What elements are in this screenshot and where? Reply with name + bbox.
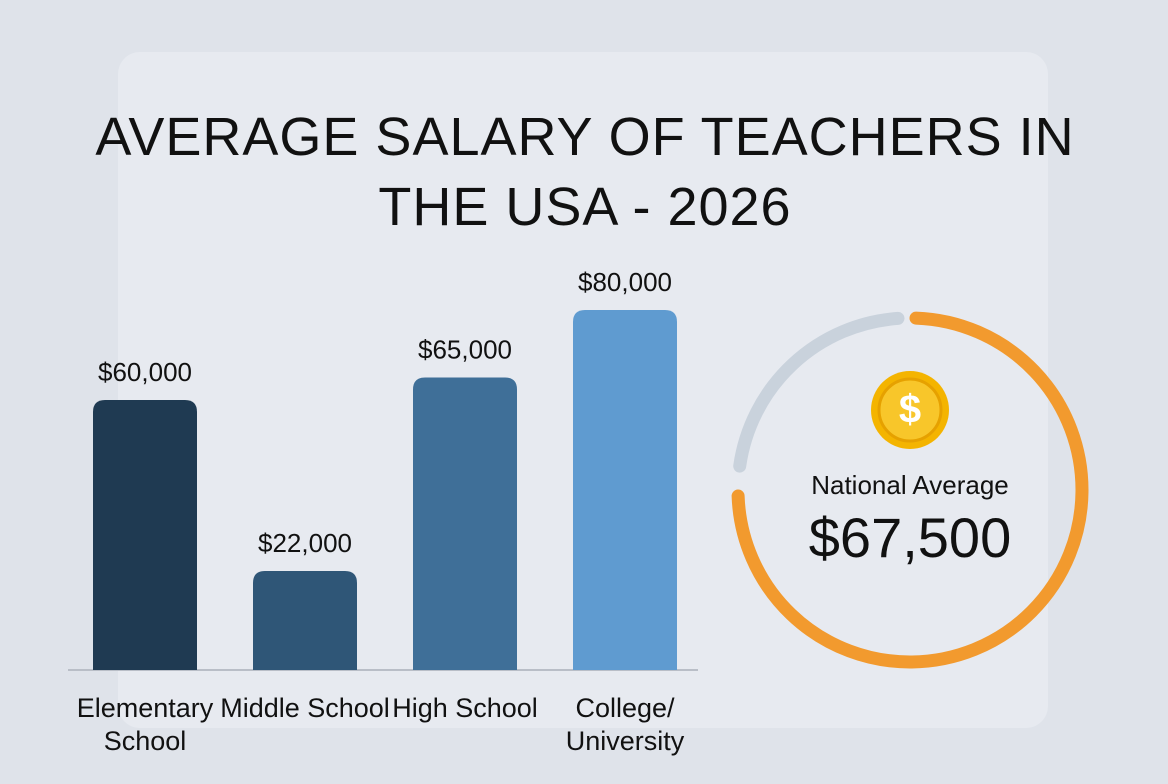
coin-symbol: $ [899, 388, 921, 432]
ring-track [733, 311, 905, 473]
value-label: $22,000 [258, 528, 352, 558]
chart-title: AVERAGE SALARY OF TEACHERS IN THE USA - … [95, 107, 1075, 237]
bar [93, 400, 197, 670]
bar [573, 310, 677, 670]
ring-arc [731, 311, 1089, 669]
summary-label: National Average [811, 470, 1009, 500]
x-tick-label: High School [392, 693, 538, 723]
bar [413, 377, 517, 670]
value-label: $80,000 [578, 267, 672, 297]
x-tick-label: Elementary School [76, 693, 214, 756]
value-label: $65,000 [418, 334, 512, 364]
coin-inner [877, 377, 943, 443]
x-tick-label: College/ University [565, 693, 685, 756]
bar [253, 571, 357, 670]
value-label: $60,000 [98, 357, 192, 387]
summary-value: $67,500 [809, 506, 1011, 569]
x-tick-label: Middle School [220, 693, 390, 723]
